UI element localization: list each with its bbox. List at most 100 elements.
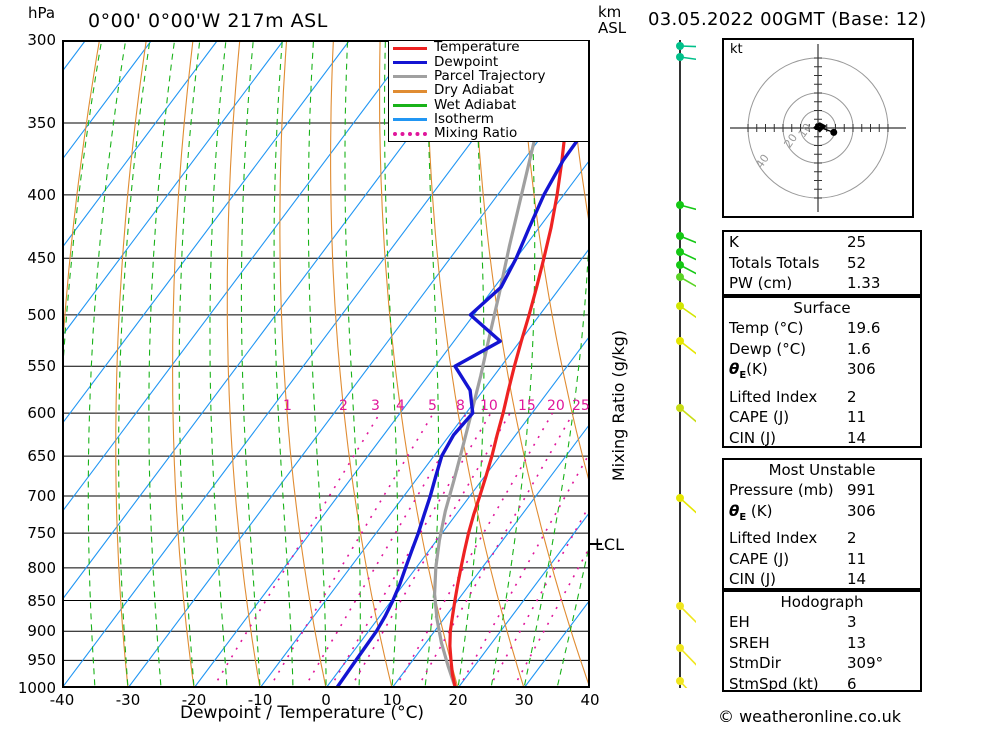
- mixing-ratio-label-5: 5: [428, 398, 437, 414]
- stat-value: 14: [847, 570, 867, 588]
- stat-value: 25: [847, 233, 867, 251]
- surface-panel: Surface Temp (°C) 19.6 Dewp (°C) 1.6 θE(K) 306…: [722, 296, 922, 448]
- page-title: 0°00' 0°00'W 217m ASL: [88, 10, 328, 32]
- pressure-tick-900: 900: [27, 622, 56, 641]
- legend-item-mixing-ratio: Mixing Ratio: [389, 127, 588, 141]
- pressure-tick-850: 850: [27, 591, 56, 610]
- mixing-ratio-label-3: 3: [371, 398, 380, 414]
- wind-barb-column: [676, 40, 696, 688]
- legend-item-isotherm: Isotherm: [389, 112, 588, 126]
- stat-value: 991: [847, 481, 876, 499]
- legend-label: Wet Adiabat: [434, 96, 517, 113]
- stat-key: SREH: [729, 633, 770, 652]
- stat-value: 52: [847, 253, 867, 272]
- stat-row: StmSpd (kt) 6: [724, 674, 920, 695]
- panel-title: Surface: [793, 299, 851, 317]
- wind-barb: [676, 248, 696, 261]
- pressure-tick-550: 550: [27, 357, 56, 376]
- stat-key: PW (cm): [729, 274, 793, 292]
- stat-row: Lifted Index 2: [724, 528, 920, 549]
- stat-key: CIN (J): [729, 570, 777, 588]
- wind-barb: [676, 677, 688, 688]
- temp-tick--10: -10: [247, 691, 273, 709]
- panel-title: Most Unstable: [768, 461, 876, 479]
- legend-label: Dry Adiabat: [434, 82, 514, 99]
- chart-legend: Temperature Dewpoint Parcel Trajectory Dry …: [388, 41, 588, 142]
- pressure-tick-750: 750: [27, 524, 56, 543]
- temp-tick-0: 0: [321, 691, 331, 709]
- legend-swatch-icon: [393, 60, 427, 64]
- pressure-tick-800: 800: [27, 558, 56, 577]
- stat-value: 309°: [847, 654, 884, 672]
- stat-key: CIN (J): [729, 428, 777, 447]
- legend-swatch-icon: [393, 46, 427, 50]
- legend-swatch-icon: [393, 75, 427, 79]
- height-unit-label: km ASL: [598, 4, 626, 36]
- plot-border: [62, 40, 590, 688]
- date-title: 03.05.2022 00GMT (Base: 12): [648, 9, 927, 30]
- x-axis-title: Dewpoint / Temperature (°C): [180, 703, 425, 723]
- pressure-unit-label: hPa: [28, 4, 56, 22]
- wind-barb: [676, 602, 696, 624]
- wind-barb: [676, 201, 696, 211]
- stat-row: Dewp (°C) 1.6: [724, 339, 920, 360]
- legend-item-temperature: Temperature: [389, 41, 588, 55]
- skewt-curves: [334, 40, 590, 688]
- copyright-notice: © weatheronline.co.uk: [718, 707, 901, 726]
- mixing-ratio-label-10: 10: [480, 398, 498, 414]
- pressure-tick-950: 950: [27, 651, 56, 670]
- stat-value: 11: [847, 549, 867, 568]
- stat-value: 11: [847, 408, 867, 426]
- stat-row: StmDir 309°: [724, 653, 920, 674]
- stat-row: K 25: [724, 232, 920, 253]
- indices-panel: K 25 Totals Totals 52 PW (cm) 1.33: [722, 230, 922, 296]
- temp-tick--20: -20: [181, 691, 207, 709]
- wind-barb: [676, 53, 696, 61]
- pressure-tick-450: 450: [27, 249, 56, 268]
- stat-value: 13: [847, 633, 867, 652]
- mixing-ratio-label-8: 8: [456, 398, 465, 414]
- stat-key: CAPE (J): [729, 549, 790, 568]
- stat-key: θE (K): [729, 501, 773, 523]
- stat-value: 1.33: [847, 274, 881, 292]
- wind-barb: [676, 261, 696, 275]
- legend-swatch-icon: [393, 103, 427, 107]
- stat-value: 1.6: [847, 339, 871, 358]
- skewt-gridlines: [62, 40, 590, 688]
- wind-barb: [676, 644, 696, 666]
- legend-item-wet-adiabat: Wet Adiabat: [389, 98, 588, 112]
- stat-key: StmSpd (kt): [729, 674, 819, 693]
- stat-value: 19.6: [847, 319, 881, 337]
- stat-value: 306: [847, 360, 876, 378]
- stat-row: CIN (J) 14: [724, 428, 920, 449]
- pressure-tick-600: 600: [27, 404, 56, 423]
- temp-tick-30: 30: [514, 691, 534, 709]
- legend-label: Mixing Ratio: [434, 125, 518, 142]
- lcl-tick: [588, 543, 602, 545]
- legend-swatch-icon: [393, 131, 427, 136]
- wind-barb: [676, 232, 696, 244]
- stat-key: Lifted Index: [729, 387, 818, 406]
- stat-key: StmDir: [729, 654, 781, 672]
- stat-key: Dewp (°C): [729, 339, 807, 358]
- skewt-chart: [62, 40, 590, 688]
- stat-value: 306: [847, 501, 876, 520]
- mixing-ratio-label-2: 2: [339, 398, 348, 414]
- legend-item-dry-adiabat: Dry Adiabat: [389, 84, 588, 98]
- hodograph-trace: [813, 122, 827, 133]
- stat-key: Lifted Index: [729, 529, 818, 547]
- temp-tick-40: 40: [580, 691, 600, 709]
- pressure-tick-1000: 1000: [17, 679, 56, 697]
- hodograph-stats-panel: Hodograph EH 3 SREH 13 StmDir 309° StmSpd (kt) 6: [722, 590, 922, 695]
- pressure-tick-500: 500: [27, 305, 56, 324]
- stat-value: 3: [847, 613, 857, 631]
- stat-row: Totals Totals 52: [724, 253, 920, 274]
- mixing-ratio-label-1: 1: [283, 398, 292, 414]
- height-unit-line1: km: [598, 3, 622, 21]
- stat-row: SREH 13: [724, 633, 920, 654]
- wind-barb: [676, 494, 696, 514]
- stat-value: 2: [847, 387, 857, 406]
- stat-key: Temp (°C): [729, 319, 804, 337]
- stat-row: EH 3: [724, 612, 920, 633]
